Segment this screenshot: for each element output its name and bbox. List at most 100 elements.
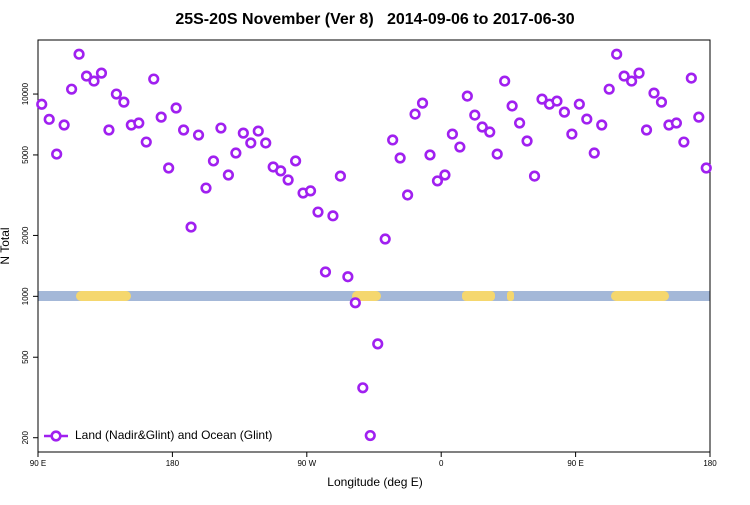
point xyxy=(36,98,48,110)
point xyxy=(693,111,705,123)
point xyxy=(327,210,339,222)
point xyxy=(402,189,414,201)
legend-marker xyxy=(50,430,62,442)
x-tick-label: 90 E xyxy=(30,459,46,468)
point xyxy=(640,124,653,136)
point xyxy=(312,206,324,218)
chart-title: 25S-20S November (Ver 8) 2014-09-06 to 2… xyxy=(175,11,574,28)
point xyxy=(700,162,712,174)
legend-label: Land (Nadir&Glint) and Ocean (Glint) xyxy=(75,428,272,442)
y-tick-label: 200 xyxy=(21,431,30,445)
point xyxy=(222,169,234,181)
point xyxy=(372,338,384,350)
point xyxy=(476,121,488,133)
point xyxy=(506,100,518,112)
point xyxy=(260,137,272,149)
point xyxy=(484,126,496,138)
point xyxy=(387,134,399,146)
point xyxy=(185,221,197,233)
point xyxy=(469,109,481,121)
point xyxy=(192,129,205,141)
point xyxy=(319,266,332,278)
point xyxy=(342,271,354,283)
y-tick-label: 5000 xyxy=(21,145,30,163)
y-axis-label: N Total xyxy=(0,227,12,264)
point xyxy=(178,124,190,136)
x-tick-label: 180 xyxy=(166,459,180,468)
point xyxy=(625,75,638,87)
point xyxy=(282,174,294,186)
point xyxy=(618,70,630,82)
land xyxy=(352,291,381,301)
point xyxy=(215,122,227,134)
point xyxy=(685,72,697,84)
point xyxy=(536,93,548,105)
point xyxy=(655,96,668,108)
y-tick-label: 2000 xyxy=(21,226,30,244)
point xyxy=(334,170,347,182)
point xyxy=(95,67,108,79)
point xyxy=(558,106,571,118)
point xyxy=(200,182,212,194)
point xyxy=(439,169,451,181)
point xyxy=(633,67,645,79)
point xyxy=(103,124,115,136)
point xyxy=(491,148,503,160)
point xyxy=(611,48,623,60)
point xyxy=(80,70,93,82)
point xyxy=(245,137,257,149)
point xyxy=(416,97,429,109)
point xyxy=(461,90,473,102)
point xyxy=(364,429,376,442)
point xyxy=(237,127,249,139)
point xyxy=(588,147,600,159)
point xyxy=(513,117,526,129)
point xyxy=(349,297,361,309)
point xyxy=(58,119,70,131)
point xyxy=(394,152,406,164)
point xyxy=(163,162,175,174)
point xyxy=(551,95,563,107)
x-tick-label: 180 xyxy=(703,459,717,468)
point xyxy=(454,141,466,153)
point xyxy=(379,233,391,245)
point xyxy=(648,87,660,99)
point xyxy=(110,88,122,100)
point xyxy=(65,83,78,95)
point xyxy=(670,117,683,129)
y-tick-label: 10000 xyxy=(21,82,30,105)
point xyxy=(409,108,421,120)
point xyxy=(357,382,369,394)
point xyxy=(290,155,302,167)
x-tick-label: 0 xyxy=(439,459,444,468)
point xyxy=(603,83,615,95)
point xyxy=(528,170,541,182)
y-tick-label: 500 xyxy=(21,350,30,364)
point xyxy=(304,185,317,197)
point xyxy=(431,175,444,187)
point xyxy=(424,149,436,161)
point xyxy=(678,136,690,148)
point xyxy=(73,48,85,60)
land xyxy=(507,291,514,301)
plot-frame xyxy=(37,39,711,453)
point xyxy=(499,75,511,87)
point xyxy=(155,111,167,123)
point xyxy=(521,135,533,147)
point xyxy=(148,73,160,85)
point xyxy=(573,98,585,110)
point xyxy=(43,113,55,125)
point xyxy=(446,128,459,140)
point xyxy=(118,96,130,108)
y-tick-label: 1000 xyxy=(21,287,30,305)
point xyxy=(133,117,145,129)
land xyxy=(611,291,669,301)
point xyxy=(88,75,100,87)
point xyxy=(581,113,593,125)
land xyxy=(76,291,131,301)
x-axis-label: Longitude (deg E) xyxy=(327,475,422,489)
point xyxy=(140,136,152,148)
point xyxy=(51,148,63,160)
